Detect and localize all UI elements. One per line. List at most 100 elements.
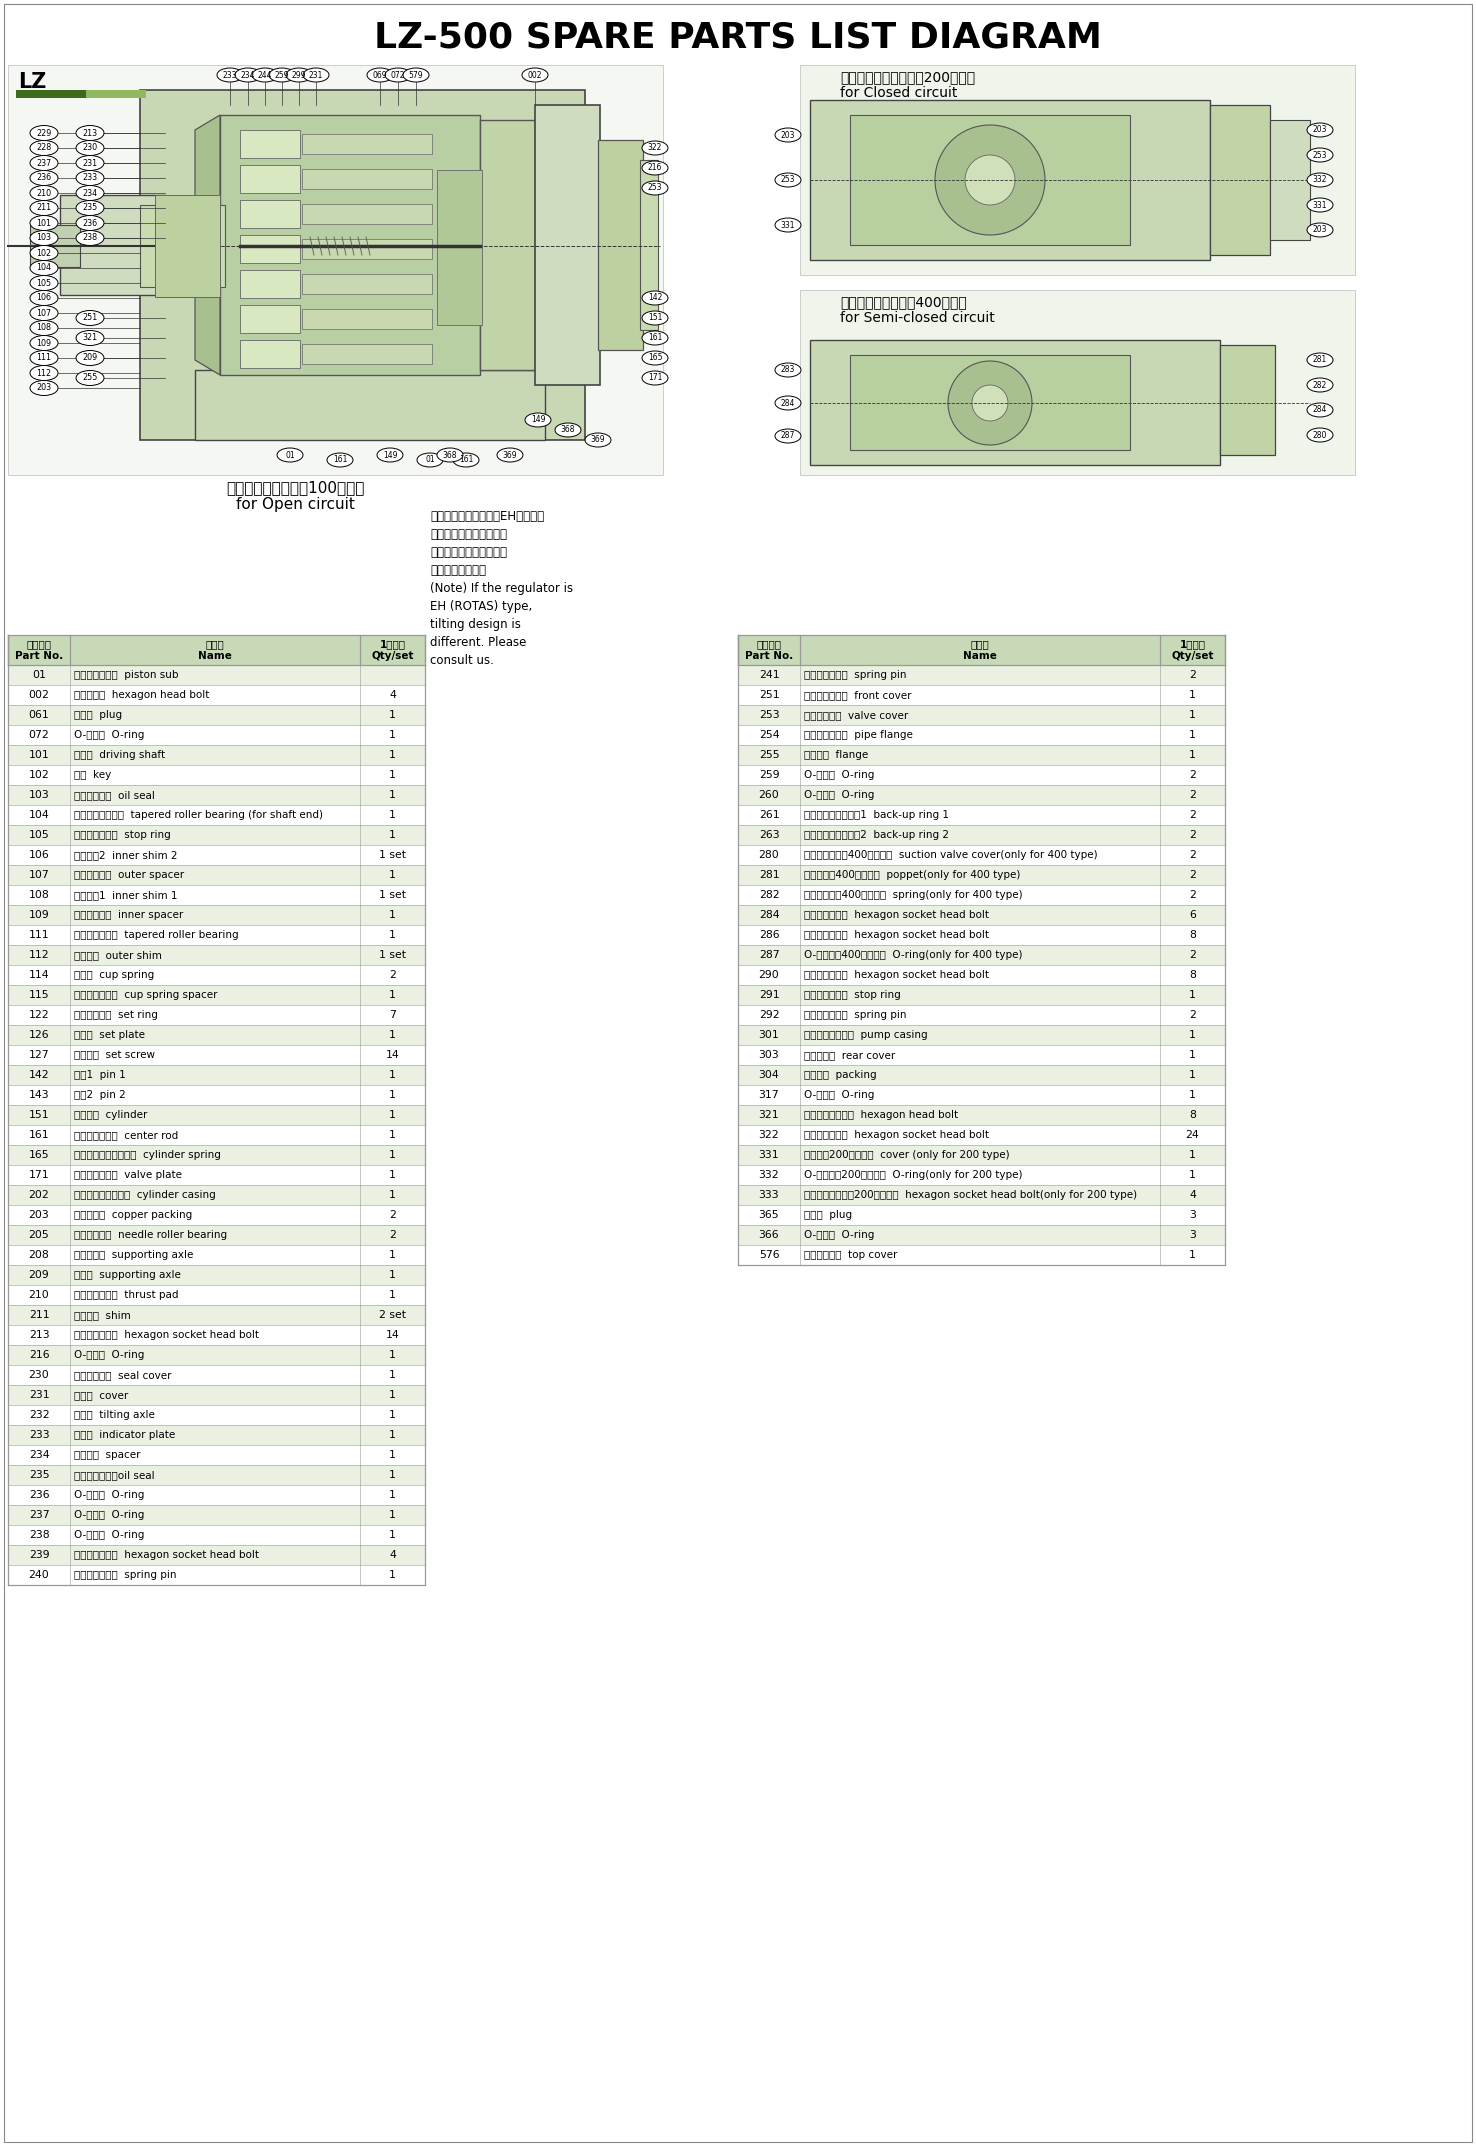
Text: 六角ボルト  hexagon head bolt: 六角ボルト hexagon head bolt: [74, 691, 210, 700]
Text: スプリングピン  spring pin: スプリングピン spring pin: [804, 1011, 906, 1019]
Text: 2: 2: [1190, 809, 1196, 820]
Text: 283: 283: [781, 365, 796, 376]
Text: 165: 165: [648, 354, 663, 363]
Text: 238: 238: [83, 234, 97, 242]
Text: 579: 579: [409, 71, 424, 79]
Bar: [1210, 105, 1269, 255]
Ellipse shape: [252, 69, 277, 82]
Bar: [7, 1245, 425, 1264]
Text: LZ: LZ: [18, 73, 46, 92]
Ellipse shape: [75, 371, 103, 386]
Bar: [303, 204, 432, 223]
Bar: [7, 665, 425, 685]
Text: 109: 109: [37, 339, 52, 348]
Ellipse shape: [217, 69, 244, 82]
Text: 236: 236: [83, 219, 97, 227]
Text: ピン1  pin 1: ピン1 pin 1: [74, 1071, 125, 1079]
Text: カバー  cover: カバー cover: [74, 1391, 128, 1399]
Text: 291: 291: [759, 989, 779, 1000]
Text: 1: 1: [1190, 989, 1196, 1000]
Text: 149: 149: [531, 416, 545, 425]
Circle shape: [948, 361, 1032, 444]
Bar: [7, 1086, 425, 1105]
Polygon shape: [195, 116, 220, 376]
Text: 126: 126: [28, 1030, 49, 1041]
Text: 369: 369: [503, 451, 517, 459]
Text: 233: 233: [28, 1429, 49, 1440]
Ellipse shape: [385, 69, 410, 82]
Text: 2: 2: [1190, 891, 1196, 899]
Text: オイルシール／oil seal: オイルシール／oil seal: [74, 1470, 155, 1481]
Bar: [7, 1165, 425, 1185]
Bar: [800, 290, 1355, 474]
Text: 234: 234: [28, 1451, 49, 1459]
Text: 213: 213: [83, 129, 97, 137]
Text: 1: 1: [1190, 691, 1196, 700]
Text: 069: 069: [372, 71, 387, 79]
Text: 六角穴付ボルト（200型のみ）  hexagon socket head bolt(only for 200 type): 六角穴付ボルト（200型のみ） hexagon socket head bolt…: [804, 1191, 1137, 1200]
Text: 255: 255: [83, 373, 97, 382]
Text: 押え板  set plate: 押え板 set plate: [74, 1030, 145, 1041]
Text: 072: 072: [28, 730, 49, 740]
Bar: [850, 354, 1131, 451]
Ellipse shape: [277, 449, 303, 461]
Bar: [16, 90, 86, 99]
Text: 282: 282: [759, 891, 779, 899]
Text: 銅パッキン  copper packing: 銅パッキン copper packing: [74, 1210, 192, 1219]
Text: 260: 260: [759, 790, 779, 800]
Text: 1: 1: [1190, 1249, 1196, 1260]
Text: 六角穴付ボルト  hexagon socket head bolt: 六角穴付ボルト hexagon socket head bolt: [804, 970, 989, 981]
Ellipse shape: [286, 69, 311, 82]
Text: 101: 101: [37, 219, 52, 227]
Text: （吸入弁付回路用（400型））
for Semi-closed circuit: （吸入弁付回路用（400型）） for Semi-closed circuit: [840, 294, 995, 326]
Bar: [810, 339, 1221, 466]
Bar: [303, 238, 432, 260]
Text: 280: 280: [759, 850, 779, 861]
Bar: [195, 369, 545, 440]
Ellipse shape: [1308, 427, 1333, 442]
Text: 236: 236: [28, 1489, 49, 1500]
Bar: [738, 1105, 1225, 1125]
Bar: [7, 1285, 425, 1305]
Text: 108: 108: [28, 891, 49, 899]
Bar: [738, 745, 1225, 764]
Ellipse shape: [1308, 403, 1333, 416]
Text: 1: 1: [1190, 1030, 1196, 1041]
Text: 072: 072: [391, 71, 406, 79]
Text: 1: 1: [390, 1290, 396, 1300]
Text: 01: 01: [32, 670, 46, 680]
Text: 261: 261: [759, 809, 779, 820]
Ellipse shape: [30, 275, 58, 290]
Text: 322: 322: [759, 1131, 779, 1140]
Bar: [598, 139, 644, 350]
Text: 目盛板  indicator plate: 目盛板 indicator plate: [74, 1429, 176, 1440]
Bar: [738, 785, 1225, 805]
Text: 171: 171: [28, 1170, 49, 1180]
Ellipse shape: [1308, 197, 1333, 212]
Text: 8: 8: [1190, 929, 1196, 940]
Bar: [7, 1225, 425, 1245]
Text: 142: 142: [28, 1071, 49, 1079]
Bar: [30, 225, 80, 266]
Bar: [7, 1444, 425, 1466]
Text: O-リング（400型のみ）  O-ring(only for 400 type): O-リング（400型のみ） O-ring(only for 400 type): [804, 951, 1023, 959]
Text: 253: 253: [781, 176, 796, 185]
Text: ライナー  shim: ライナー shim: [74, 1309, 131, 1320]
Text: 151: 151: [28, 1109, 49, 1120]
Bar: [738, 1206, 1225, 1225]
Text: 107: 107: [37, 309, 52, 318]
Ellipse shape: [30, 185, 58, 200]
Text: 368: 368: [443, 451, 458, 459]
Text: 203: 203: [28, 1210, 49, 1219]
Text: 284: 284: [1312, 406, 1327, 414]
Text: 2: 2: [1190, 1011, 1196, 1019]
Text: ピストン・サブ  piston sub: ピストン・サブ piston sub: [74, 670, 179, 680]
Text: 106: 106: [37, 294, 52, 303]
Text: 1: 1: [390, 1429, 396, 1440]
Text: 171: 171: [648, 373, 663, 382]
Text: 3: 3: [1190, 1210, 1196, 1219]
Bar: [738, 1245, 1225, 1264]
Text: プラグ  plug: プラグ plug: [804, 1210, 852, 1219]
Text: 2: 2: [1190, 670, 1196, 680]
Text: オイルシール  oil seal: オイルシール oil seal: [74, 790, 155, 800]
